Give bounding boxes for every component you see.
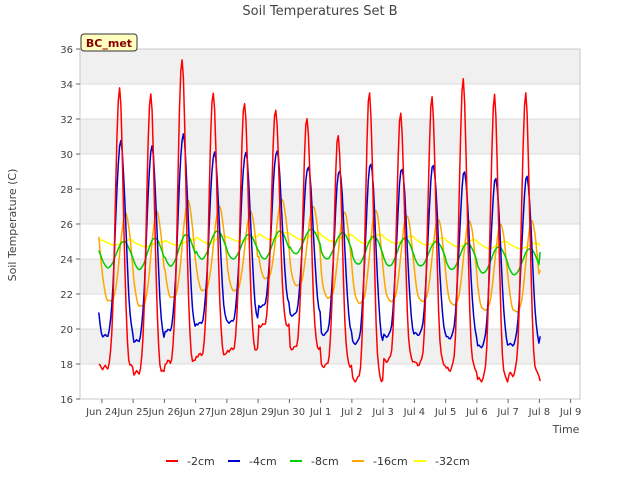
legend-label: -8cm: [311, 455, 339, 468]
legend-label: -2cm: [187, 455, 215, 468]
y-tick-label: 34: [60, 80, 73, 91]
station-badge: BC_met: [80, 33, 138, 52]
x-axis-label: Time: [552, 423, 580, 436]
legend-item: -4cm: [228, 455, 277, 468]
legend: -2cm -4cm -8cm -16cm -32cm: [166, 455, 470, 468]
series-line-minus-8cm: [98, 228, 541, 276]
background-band: [80, 119, 580, 154]
x-tick-label: Jun 25: [116, 407, 149, 418]
x-tick-label: Jul 7: [496, 407, 519, 418]
series-line-minus-2cm: [98, 59, 541, 383]
x-tick-label: Jul 2: [340, 407, 363, 418]
y-tick-label: 22: [60, 290, 73, 301]
x-tick-label: Jun 24: [85, 407, 118, 418]
y-tick-label: 18: [60, 360, 73, 371]
x-tick-label: Jun 27: [179, 407, 212, 418]
y-tick-label: 32: [60, 115, 73, 126]
x-tick-label: Jul 9: [559, 407, 582, 418]
background-band: [80, 259, 580, 294]
y-axis-label: Soil Temperature (C): [6, 169, 19, 282]
x-tick-label: Jul 4: [403, 407, 426, 418]
x-tick-label: Jun 30: [273, 407, 306, 418]
y-tick-label: 30: [60, 150, 73, 161]
x-tick-label: Jun 28: [210, 407, 243, 418]
x-tick-label: Jun 29: [241, 407, 274, 418]
x-axis-ticks: Jun 24 Jun 25 Jun 26 Jun 27 Jun 28 Jun 29 Jun …: [85, 399, 581, 418]
x-tick-label: Jul 5: [434, 407, 457, 418]
y-tick-label: 28: [60, 185, 73, 196]
legend-item: -2cm: [166, 455, 215, 468]
y-tick-label: 24: [60, 255, 73, 266]
y-axis-ticks: 16 18 20 22 24 26 28 30 32 34 36: [60, 45, 80, 406]
legend-label: -32cm: [435, 455, 470, 468]
x-tick-label: Jul 1: [309, 407, 332, 418]
chart-title: Soil Temperatures Set B: [242, 4, 397, 19]
series-line-minus-16cm: [98, 198, 541, 313]
x-tick-label: Jun 26: [148, 407, 181, 418]
legend-item: -8cm: [290, 455, 339, 468]
legend-item: -16cm: [352, 455, 408, 468]
y-tick-label: 36: [60, 45, 73, 56]
legend-label: -4cm: [249, 455, 277, 468]
y-tick-label: 16: [60, 395, 73, 406]
background-band: [80, 49, 580, 84]
x-tick-label: Jul 8: [528, 407, 551, 418]
y-tick-label: 26: [60, 220, 73, 231]
legend-label: -16cm: [373, 455, 408, 468]
y-tick-label: 20: [60, 325, 73, 336]
background-band: [80, 189, 580, 224]
station-badge-label: BC_met: [86, 37, 132, 50]
x-tick-label: Jul 6: [465, 407, 488, 418]
legend-item: -32cm: [414, 455, 470, 468]
series-layer: [98, 59, 541, 383]
x-tick-label: Jul 3: [371, 407, 394, 418]
